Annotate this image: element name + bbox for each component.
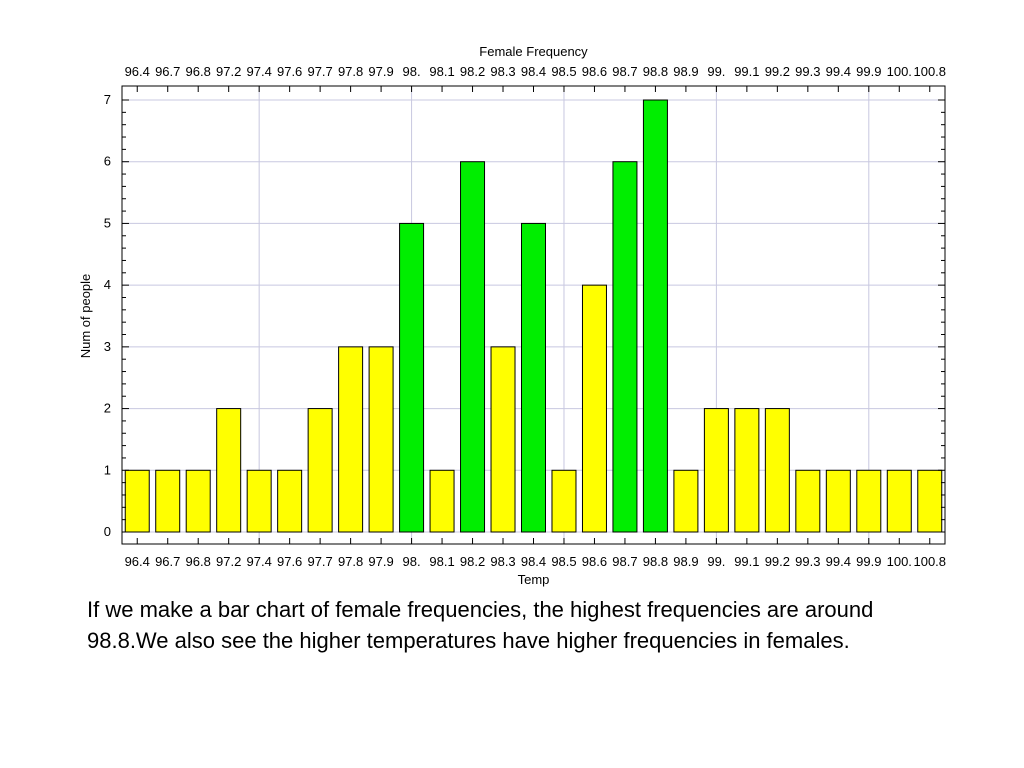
x-tick-label-top: 99.3 xyxy=(795,64,820,79)
bar-97.9 xyxy=(368,346,394,533)
x-tick-label-bottom: 99.2 xyxy=(765,554,790,569)
x-tick-label-top: 100. xyxy=(887,64,912,79)
x-tick-label-bottom: 98.9 xyxy=(673,554,698,569)
x-tick-label-bottom: 96.4 xyxy=(125,554,150,569)
x-tick-label-top: 96.7 xyxy=(155,64,180,79)
x-tick-label-bottom: 99.1 xyxy=(734,554,759,569)
x-tick-label-top: 99.4 xyxy=(826,64,851,79)
x-tick-label-top: 98.2 xyxy=(460,64,485,79)
x-tick-label-top: 97.8 xyxy=(338,64,363,79)
x-tick-label-top: 98.7 xyxy=(612,64,637,79)
bar-100. xyxy=(886,469,912,533)
bar-96.8 xyxy=(185,469,211,533)
x-tick-label-top: 97.7 xyxy=(307,64,332,79)
tick-labels: 0 1 2 3 4 5 6 7 96.4 96.4 96.7 96.7 96.8 96.8 97.2 97.2… xyxy=(104,64,946,569)
y-axis-title: Num of people xyxy=(78,274,93,359)
x-tick-label-top: 98.3 xyxy=(490,64,515,79)
x-tick-label-bottom: 99.9 xyxy=(856,554,881,569)
x-tick-label-top: 99.1 xyxy=(734,64,759,79)
x-tick-label-top: 98. xyxy=(403,64,421,79)
x-tick-label-top: 97.6 xyxy=(277,64,302,79)
x-tick-label-bottom: 98.1 xyxy=(429,554,454,569)
bars xyxy=(124,99,943,533)
x-tick-label-bottom: 99.4 xyxy=(826,554,851,569)
bar-99.2 xyxy=(764,408,790,533)
bar-97.7 xyxy=(307,408,333,533)
x-tick-label-bottom: 98.6 xyxy=(582,554,607,569)
x-tick-label-bottom: 96.8 xyxy=(186,554,211,569)
bar-96.4 xyxy=(124,469,150,533)
bar-99.4 xyxy=(825,469,851,533)
x-tick-label-bottom: 99. xyxy=(707,554,725,569)
y-tick-label: 3 xyxy=(104,339,111,354)
x-tick-label-bottom: 100.8 xyxy=(913,554,946,569)
bar-96.7 xyxy=(155,469,181,533)
chart-title: Female Frequency xyxy=(479,44,588,59)
y-tick-label: 1 xyxy=(104,462,111,477)
bar-98.6 xyxy=(581,284,607,533)
y-tick-label: 4 xyxy=(104,277,111,292)
x-tick-label-bottom: 96.7 xyxy=(155,554,180,569)
x-tick-label-top: 99.2 xyxy=(765,64,790,79)
bar-97.2 xyxy=(216,408,242,533)
x-tick-label-top: 97.9 xyxy=(368,64,393,79)
x-tick-label-top: 100.8 xyxy=(913,64,946,79)
x-tick-label-top: 99. xyxy=(707,64,725,79)
bar-99. xyxy=(703,408,729,533)
y-tick-label: 0 xyxy=(104,524,111,539)
y-tick-label: 2 xyxy=(104,401,111,416)
x-tick-label-bottom: 98. xyxy=(403,554,421,569)
bar-98. xyxy=(399,222,425,533)
x-tick-label-bottom: 97.6 xyxy=(277,554,302,569)
x-tick-label-top: 98.1 xyxy=(429,64,454,79)
x-tick-label-bottom: 97.8 xyxy=(338,554,363,569)
x-tick-label-bottom: 97.9 xyxy=(368,554,393,569)
bar-99.9 xyxy=(856,469,882,533)
x-tick-label-bottom: 99.3 xyxy=(795,554,820,569)
bar-100.8 xyxy=(917,469,943,533)
x-tick-label-top: 98.6 xyxy=(582,64,607,79)
x-tick-label-bottom: 98.2 xyxy=(460,554,485,569)
bar-98.5 xyxy=(551,469,577,533)
x-tick-label-bottom: 98.4 xyxy=(521,554,546,569)
x-tick-label-top: 98.8 xyxy=(643,64,668,79)
x-tick-label-top: 97.2 xyxy=(216,64,241,79)
x-tick-label-bottom: 97.7 xyxy=(307,554,332,569)
bar-98.3 xyxy=(490,346,516,533)
bar-98.2 xyxy=(460,161,486,533)
bar-98.1 xyxy=(429,469,455,533)
y-tick-label: 5 xyxy=(104,215,111,230)
bar-98.7 xyxy=(612,161,638,533)
x-tick-label-top: 99.9 xyxy=(856,64,881,79)
x-tick-label-bottom: 98.5 xyxy=(551,554,576,569)
tick-marks xyxy=(122,86,945,544)
x-tick-label-bottom: 100. xyxy=(887,554,912,569)
x-tick-label-top: 96.4 xyxy=(125,64,150,79)
x-tick-label-top: 96.8 xyxy=(186,64,211,79)
x-tick-label-bottom: 97.2 xyxy=(216,554,241,569)
bar-98.9 xyxy=(673,469,699,533)
x-axis-title: Temp xyxy=(518,572,550,587)
bar-99.1 xyxy=(734,408,760,533)
x-tick-label-bottom: 98.3 xyxy=(490,554,515,569)
y-tick-label: 6 xyxy=(104,154,111,169)
x-tick-label-top: 98.5 xyxy=(551,64,576,79)
bar-97.8 xyxy=(338,346,364,533)
caption-text: If we make a bar chart of female frequen… xyxy=(87,597,874,653)
bar-98.4 xyxy=(521,222,546,533)
bar-97.4 xyxy=(246,469,272,533)
x-tick-label-bottom: 98.7 xyxy=(612,554,637,569)
x-tick-label-top: 98.4 xyxy=(521,64,546,79)
x-tick-label-top: 97.4 xyxy=(247,64,272,79)
bar-99.3 xyxy=(795,469,821,533)
bar-98.8 xyxy=(642,99,668,533)
y-tick-label: 7 xyxy=(104,92,111,107)
frequency-bar-chart: 0 1 2 3 4 5 6 7 96.4 96.4 96.7 96.7 96.8 96.8 97.2 97.2… xyxy=(78,44,946,587)
bar-97.6 xyxy=(277,469,303,533)
x-tick-label-top: 98.9 xyxy=(673,64,698,79)
x-tick-label-bottom: 97.4 xyxy=(247,554,272,569)
x-tick-label-bottom: 98.8 xyxy=(643,554,668,569)
